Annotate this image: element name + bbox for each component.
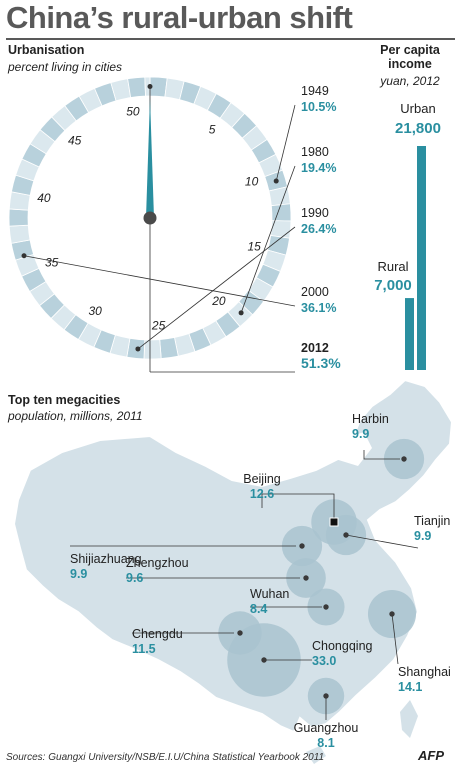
city-value-harbin: 9.9 [352, 427, 369, 441]
source-note: Sources: Guangxi University/NSB/E.I.U/Ch… [6, 752, 325, 763]
city-name-beijing: Beijing [243, 472, 281, 486]
title-rule [6, 38, 455, 40]
city-leader-line [391, 613, 399, 665]
city-dot-wuhan [323, 604, 329, 610]
gauge-tick-label: 20 [211, 294, 226, 308]
city-dot-harbin [401, 456, 407, 462]
city-value-chongqing: 33.0 [312, 654, 336, 668]
bohai-sea-shape [332, 432, 372, 466]
gauge-marker [273, 178, 279, 184]
gauge-tick-label: 15 [248, 239, 262, 253]
taiwan-shape [400, 700, 418, 738]
city-value-wuhan: 8.4 [250, 602, 267, 616]
city-leader-line [345, 534, 419, 549]
income-subheading: yuan, 2012 [380, 74, 440, 88]
gauge-leader-line [240, 165, 296, 313]
city-name-shanghai: Shanghai [398, 665, 451, 679]
hainan-shape [306, 746, 326, 764]
gauge-value-label: 51.3% [301, 355, 341, 371]
capital-marker [329, 517, 339, 527]
page-title: China’s rural-urban shift [6, 0, 353, 35]
china-map-shape [12, 378, 454, 734]
gauge-tick-label: 30 [88, 304, 102, 318]
city-dot-chongqing [261, 657, 267, 663]
income-value-urban: 21,800 [395, 120, 441, 137]
income-heading: Per capita income [380, 43, 440, 71]
gauge-tick-label: 10 [245, 174, 259, 188]
income-value-rural: 7,000 [374, 277, 412, 294]
gauge-year-label: 2000 [301, 285, 329, 299]
gauge-tick-label: 40 [37, 191, 51, 205]
income-label-rural: Rural [377, 259, 408, 274]
gauge-marker [21, 253, 27, 259]
city-leader-line [363, 450, 400, 460]
gauge-value-label: 36.1% [301, 301, 336, 315]
city-value-guangzhou: 8.1 [317, 736, 334, 750]
gauge-marker [238, 310, 244, 316]
city-value-shijiazhuang: 9.9 [70, 567, 87, 581]
gauge-leader-line [137, 226, 296, 350]
gauge-leader-line [275, 104, 296, 182]
city-value-chengdu: 11.5 [132, 642, 156, 656]
urbanisation-subheading: percent living in cities [8, 60, 123, 74]
gauge-value-label: 10.5% [301, 100, 336, 114]
gauge-marker [135, 346, 141, 352]
city-dot-zhengzhou [303, 575, 309, 581]
gauge-value-label: 19.4% [301, 161, 336, 175]
gauge-year-label: 2012 [301, 341, 329, 355]
gauge-hub [143, 211, 157, 225]
gauge-value-label: 26.4% [301, 222, 336, 236]
city-dot-chengdu [237, 630, 243, 636]
city-leader-line [261, 493, 335, 518]
city-name-harbin: Harbin [352, 412, 389, 426]
city-value-beijing: 12.6 [250, 487, 274, 501]
city-value-zhengzhou: 9.6 [126, 571, 143, 585]
city-dot-guangzhou [323, 693, 329, 699]
gauge-year-label: 1980 [301, 145, 329, 159]
afp-logo: AFP [418, 748, 444, 763]
megacities-heading: Top ten megacities [8, 393, 121, 407]
gauge-tick-label: 5 [209, 123, 216, 137]
city-name-tianjin: Tianjin [414, 514, 450, 528]
city-name-chongqing: Chongqing [312, 639, 373, 653]
gauge-leader-line [23, 255, 296, 307]
gauge-tick-label: 45 [68, 134, 82, 148]
income-label-urban: Urban [400, 101, 435, 116]
income-bar-urban [417, 146, 426, 370]
gauge-tick-label: 35 [45, 256, 59, 270]
gauge-year-label: 1949 [301, 84, 329, 98]
city-name-shijiazhuang: Shijiazhuang [70, 552, 142, 566]
city-name-chengdu: Chengdu [132, 627, 183, 641]
city-dot-shijiazhuang [299, 543, 305, 549]
city-dot-tianjin [343, 532, 349, 538]
city-value-shanghai: 14.1 [398, 680, 422, 694]
gauge-tick-label: 50 [126, 104, 140, 118]
gauge-year-label: 1990 [301, 206, 329, 220]
city-name-guangzhou: Guangzhou [294, 721, 359, 735]
income-bar-rural [405, 298, 414, 370]
city-name-wuhan: Wuhan [250, 587, 289, 601]
city-dot-shanghai [389, 611, 395, 617]
gauge-needle [146, 98, 154, 218]
income-bar-chart: Urban 21,800 Rural 7,000 [374, 101, 441, 370]
gauge-marker [147, 84, 153, 89]
urbanisation-gauge: 5 10 15 20 25 30 35 40 45 50 1949 10.5% 1980 19.4% 199… [8, 76, 341, 373]
city-value-tianjin: 9.9 [414, 529, 431, 543]
gauge-tick-label: 25 [151, 319, 166, 333]
city-name-zhengzhou: Zhengzhou [126, 556, 189, 570]
megacities-subheading: population, millions, 2011 [8, 409, 143, 423]
urbanisation-heading: Urbanisation [8, 43, 85, 57]
